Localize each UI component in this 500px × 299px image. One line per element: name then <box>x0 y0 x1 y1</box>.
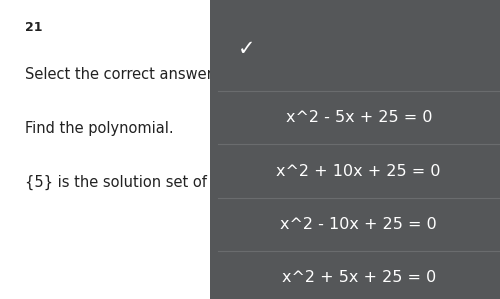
Text: Find the polynomial.: Find the polynomial. <box>25 121 174 136</box>
Text: x^2 - 5x + 25 = 0: x^2 - 5x + 25 = 0 <box>286 110 432 125</box>
Text: x^2 - 10x + 25 = 0: x^2 - 10x + 25 = 0 <box>280 217 437 232</box>
Text: 21: 21 <box>25 21 42 34</box>
Text: x^2 + 5x + 25 = 0: x^2 + 5x + 25 = 0 <box>282 270 436 285</box>
FancyBboxPatch shape <box>210 0 500 299</box>
Text: x^2 + 10x + 25 = 0: x^2 + 10x + 25 = 0 <box>276 164 441 179</box>
Text: from the drop-down menu.: from the drop-down menu. <box>228 67 424 82</box>
Text: Select the correct answer: Select the correct answer <box>25 67 213 82</box>
Text: {5} is the solution set of: {5} is the solution set of <box>25 175 207 190</box>
Text: ✓: ✓ <box>238 39 255 59</box>
